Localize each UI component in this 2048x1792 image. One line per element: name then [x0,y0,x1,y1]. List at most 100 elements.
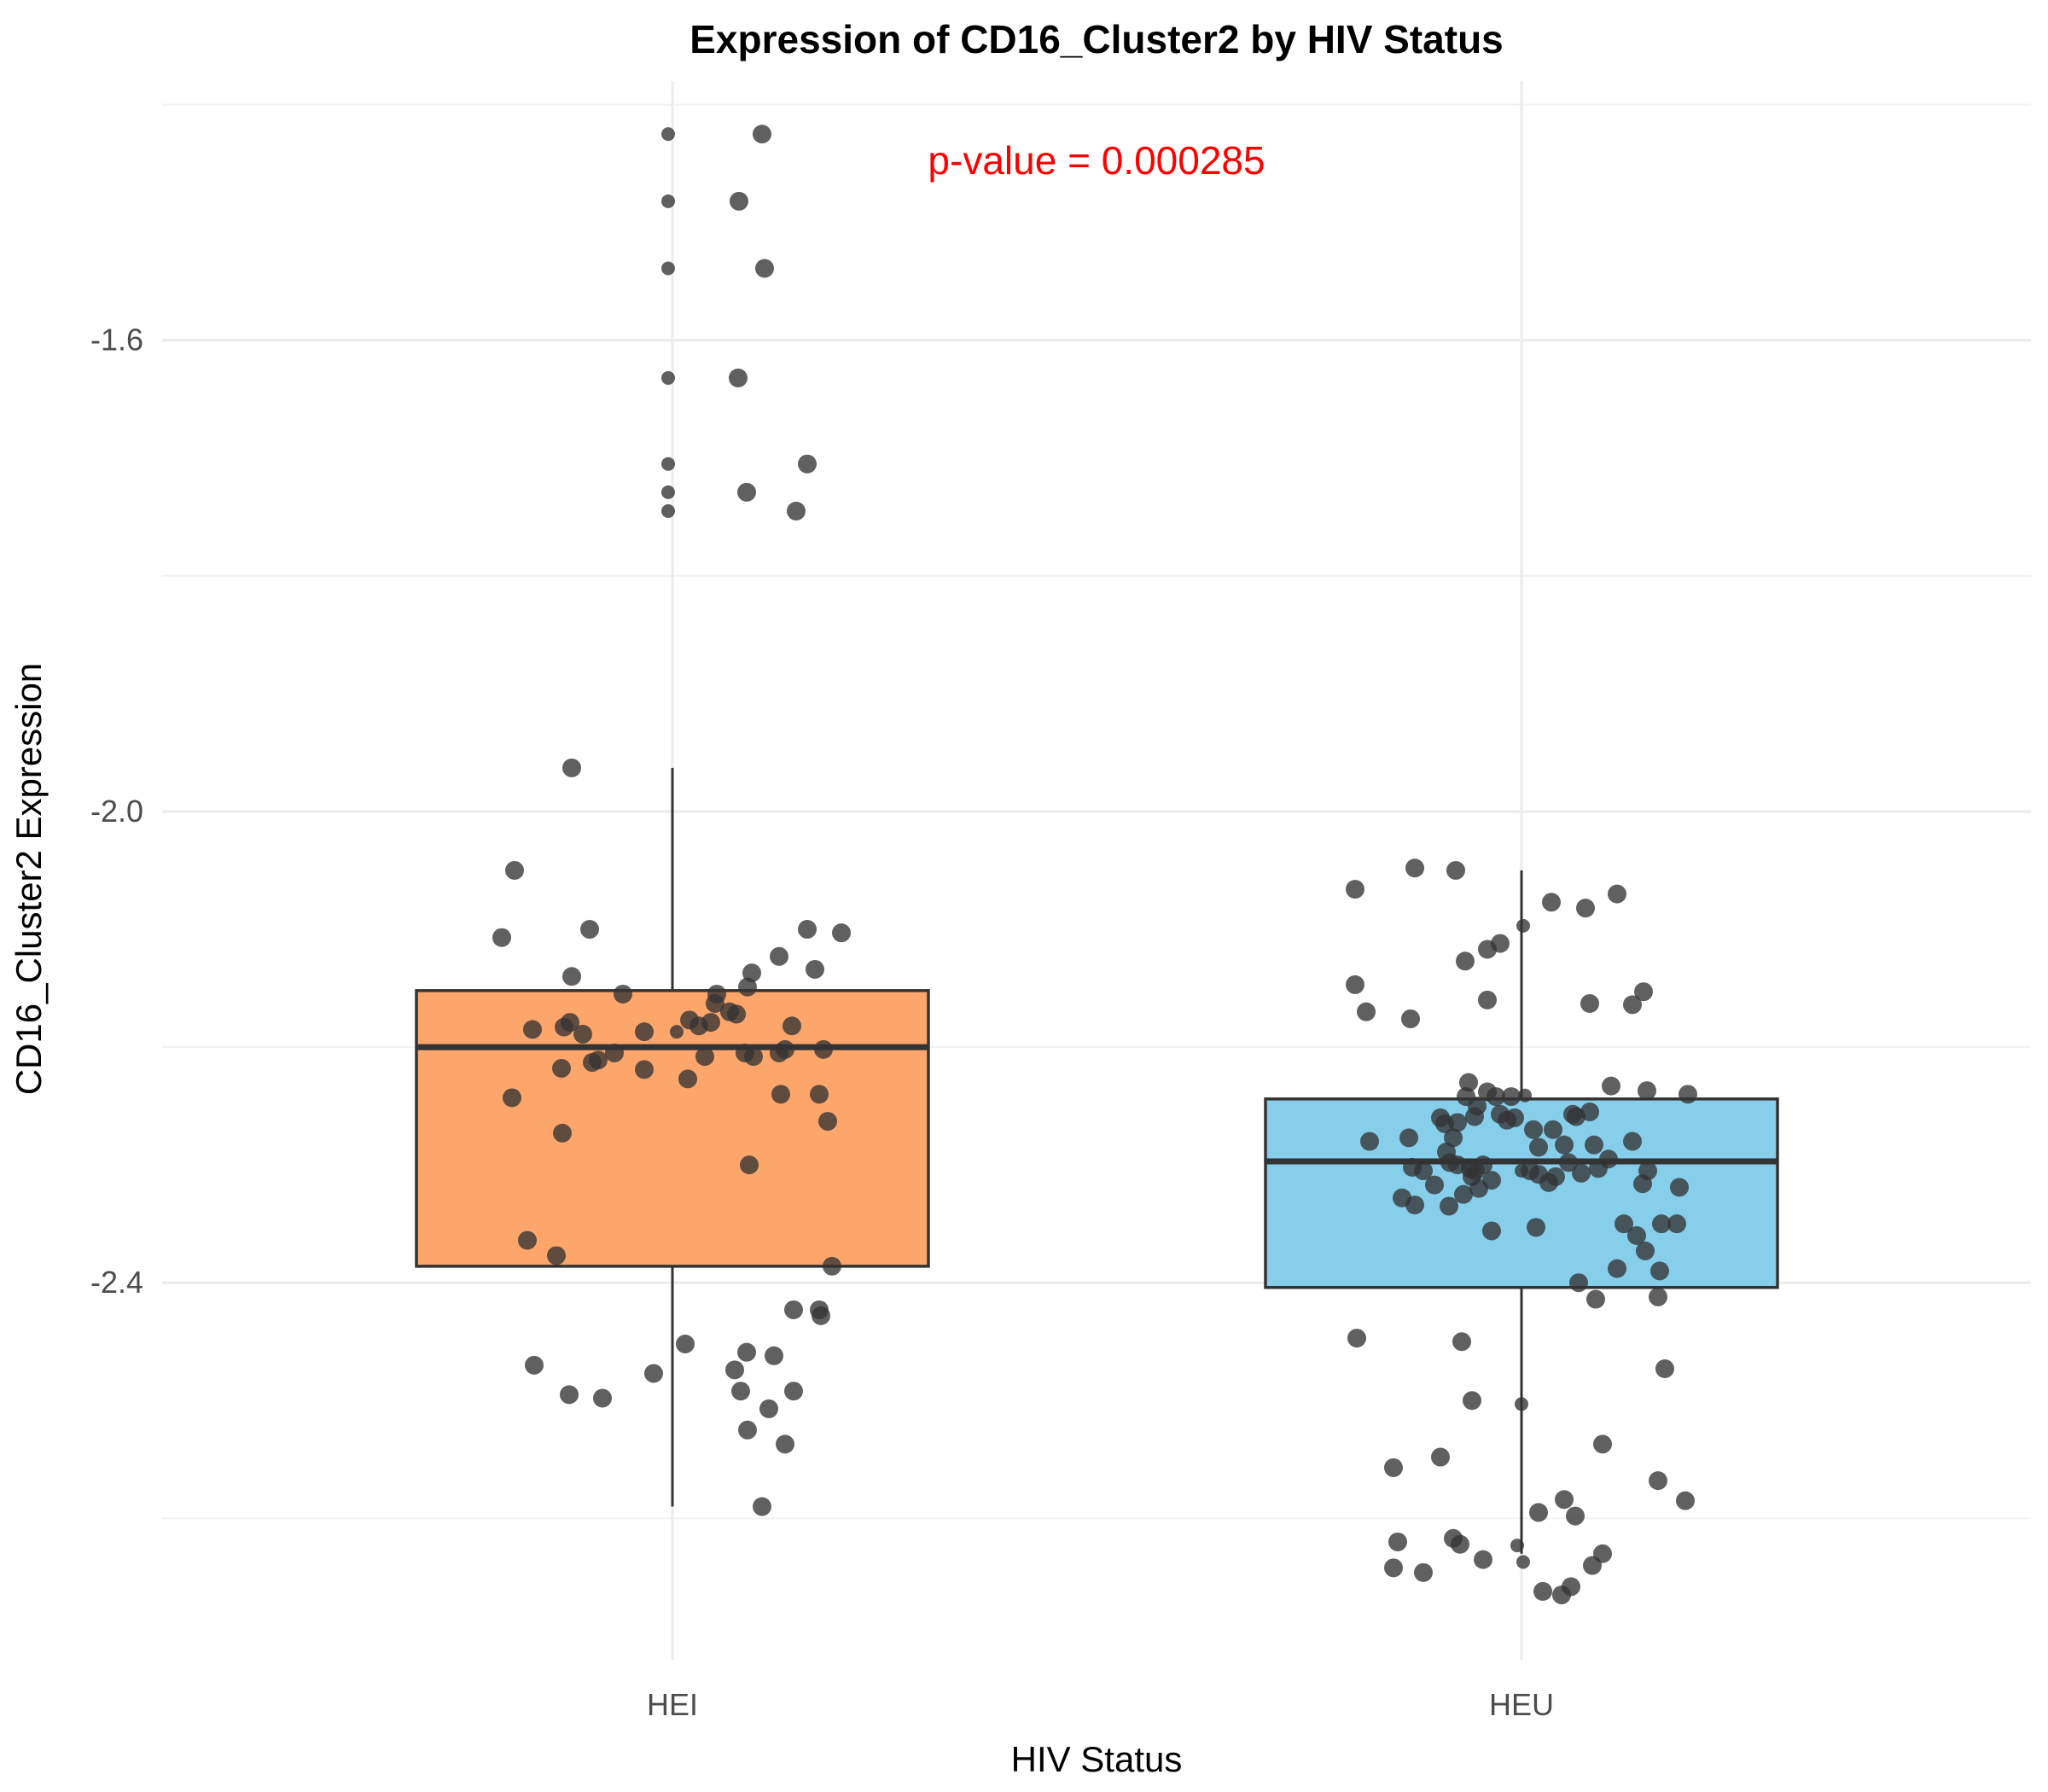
data-point-heu [1670,1178,1689,1197]
data-point-hei [562,967,581,986]
data-point-heu [1634,982,1653,1002]
data-point-hei [614,984,632,1004]
data-point-heu [1636,1241,1655,1260]
data-point-heu [1454,1184,1473,1204]
data-point-hei [580,920,599,940]
data-point-hei [738,1420,757,1440]
data-point-heu [1360,1132,1379,1151]
data-point-heu [1456,951,1475,971]
data-point-heu [1593,1544,1612,1563]
data-point-heu [1608,1259,1626,1278]
data-point-heu [1431,1108,1450,1127]
x-tick-label: HEU [1489,1687,1554,1722]
data-point-heu [1465,1107,1484,1126]
y-tick-label: -2.4 [90,1265,143,1300]
data-point-hei [560,1385,579,1405]
data-point-heu [1655,1359,1674,1378]
data-point-hei [505,861,524,880]
data-point-heu [1502,1087,1521,1107]
box-iqr [1264,1097,1779,1289]
data-point-heu [1555,1135,1574,1155]
data-point-heu [1649,1471,1667,1491]
data-point-heu [1459,1073,1478,1092]
jitter-points [492,125,1697,1605]
data-point-heu [1515,1397,1528,1411]
data-point-heu [1399,1128,1418,1148]
data-point-hei [523,1020,542,1039]
data-point-hei [729,368,748,387]
data-point-heu [1529,1503,1548,1522]
data-point-hei [776,1434,794,1454]
data-point-heu [1608,884,1626,904]
data-point-hei [589,1050,608,1070]
data-point-hei [771,1085,790,1104]
data-point-hei [661,194,675,208]
data-point-hei [661,127,675,142]
data-point-heu [1384,1558,1403,1578]
axis-ticks: -1.6 -2.0 -2.4 HEI HEU [90,323,1554,1722]
data-point-hei [605,1043,624,1062]
data-point-heu [1388,1532,1407,1551]
data-point-hei [547,1246,566,1265]
data-point-heu [1667,1214,1686,1234]
data-point-hei [670,1025,684,1039]
data-point-hei [742,963,761,983]
data-point-heu [1524,1120,1543,1139]
data-point-hei [661,485,675,499]
data-point-heu [1559,1153,1578,1172]
data-point-hei [798,454,817,474]
data-point-heu [1510,1539,1524,1553]
data-point-heu [1638,1081,1656,1101]
data-point-heu [1346,880,1364,899]
data-point-heu [1461,1159,1480,1178]
data-point-heu [1482,1221,1501,1241]
data-point-heu [1539,1172,1558,1192]
y-tick-label: -1.6 [90,323,143,358]
data-point-hei [593,1388,612,1408]
data-point-heu [1384,1457,1403,1477]
p-value-annotation: p-value = 0.000285 [928,138,1265,183]
data-point-heu [1652,1214,1671,1234]
chart-title: Expression of CD16_Cluster2 by HIV Statu… [689,17,1504,61]
y-tick-label: -2.0 [90,794,143,829]
x-axis-title: HIV Status [1011,1739,1183,1779]
data-point-heu [1599,1149,1618,1169]
data-point-heu [1527,1218,1545,1237]
data-point-hei [798,920,817,940]
data-point-hei [678,1069,697,1089]
data-point-heu [1478,990,1497,1009]
data-point-hei [787,501,806,521]
data-point-hei [737,482,756,502]
data-point-hei [812,1306,830,1325]
box-layer [415,767,1779,1554]
grid-lines [162,81,2031,1660]
data-point-hei [818,1112,837,1132]
data-point-heu [1414,1161,1433,1181]
data-point-hei [730,191,748,211]
data-point-heu [1401,1009,1420,1028]
data-point-heu [1580,994,1599,1014]
data-point-heu [1569,1273,1588,1293]
data-point-hei [573,1024,592,1044]
data-point-hei [706,994,724,1014]
data-point-hei [725,1360,744,1380]
data-point-hei [635,1060,654,1079]
data-point-hei [738,977,757,997]
data-point-hei [695,1047,714,1067]
data-point-hei [784,1382,803,1401]
data-point-heu [1623,995,1642,1015]
data-point-hei [644,1364,663,1383]
data-point-hei [806,959,824,979]
data-point-heu [1649,1287,1667,1306]
data-point-hei [810,1085,829,1104]
data-point-heu [1676,1491,1695,1510]
data-point-heu [1516,1555,1530,1569]
data-point-heu [1572,1163,1591,1183]
data-point-hei [753,1497,771,1516]
data-point-heu [1576,899,1595,918]
data-point-heu [1474,1550,1492,1569]
data-point-heu [1593,1434,1612,1454]
data-point-hei [661,370,675,385]
data-point-hei [562,758,581,777]
data-point-hei [727,1004,746,1024]
